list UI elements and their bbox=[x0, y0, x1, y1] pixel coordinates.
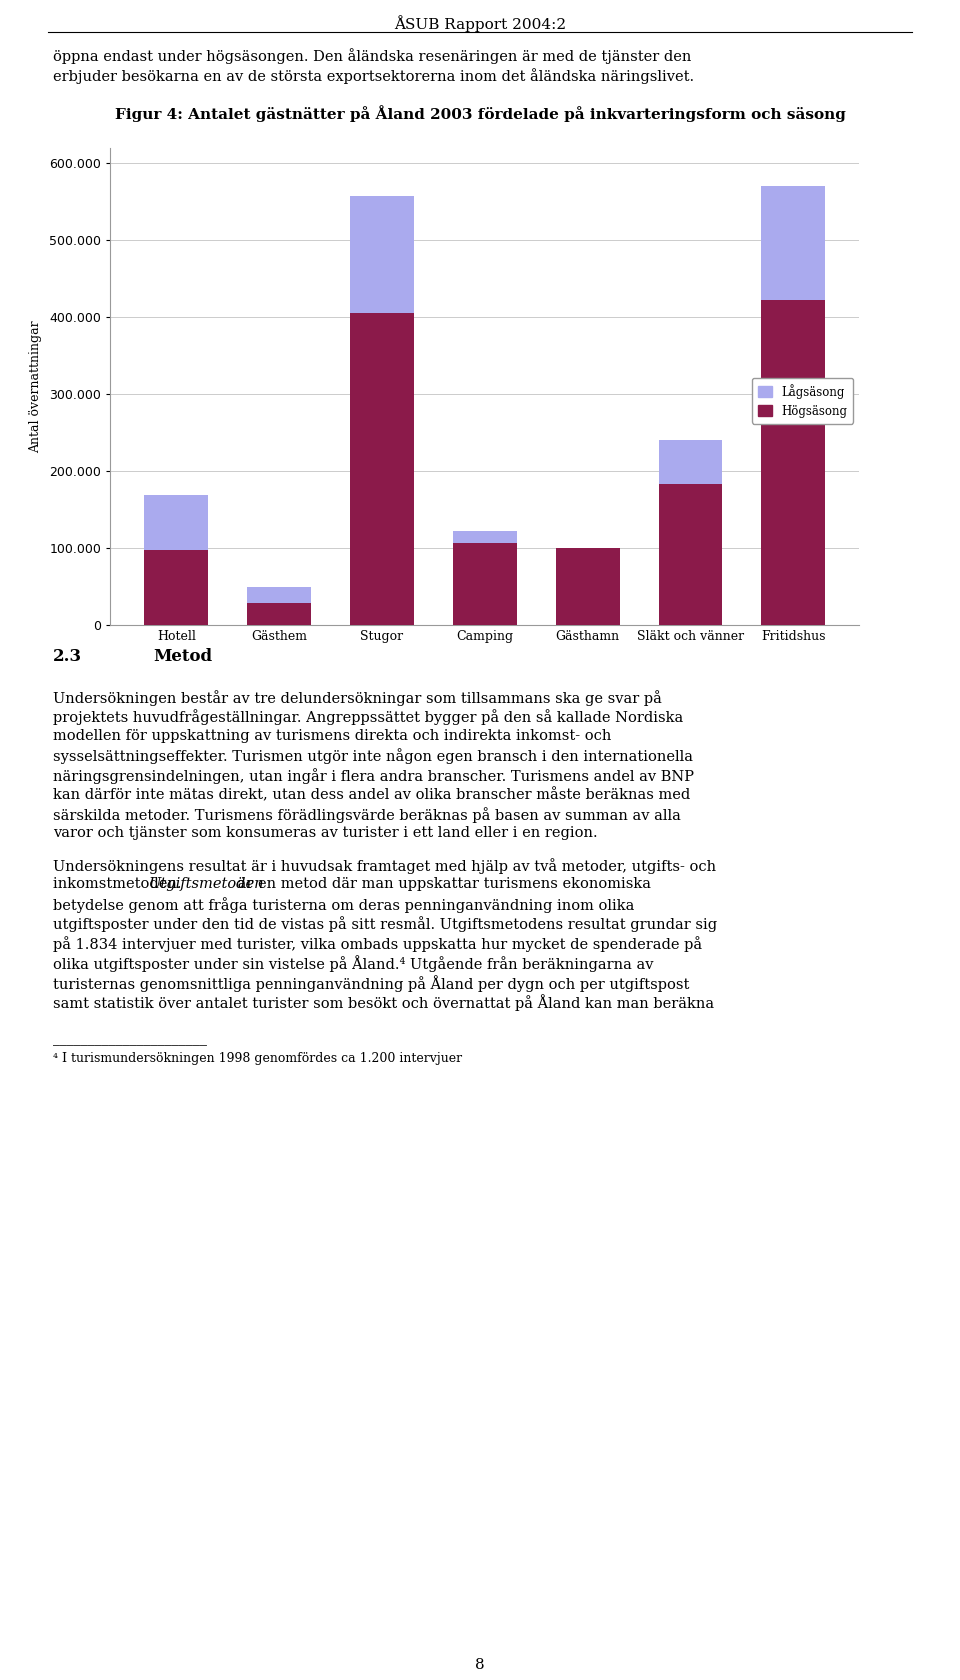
Text: ÅSUB Rapport 2004:2: ÅSUB Rapport 2004:2 bbox=[394, 15, 566, 32]
Text: ______________________: ______________________ bbox=[53, 1032, 206, 1047]
Text: Figur 4: Antalet gästnätter på Åland 2003 fördelade på inkvarteringsform och säs: Figur 4: Antalet gästnätter på Åland 200… bbox=[114, 104, 846, 123]
Text: varor och tjänster som konsumeras av turister i ett land eller i en region.: varor och tjänster som konsumeras av tur… bbox=[53, 827, 597, 840]
Text: på 1.834 intervjuer med turister, vilka ombads uppskatta hur mycket de spenderad: på 1.834 intervjuer med turister, vilka … bbox=[53, 936, 702, 953]
Text: modellen för uppskattning av turismens direkta och indirekta inkomst- och: modellen för uppskattning av turismens d… bbox=[53, 729, 612, 743]
Bar bbox=[761, 299, 826, 625]
Text: erbjuder besökarna en av de största exportsektorerna inom det åländska näringsli: erbjuder besökarna en av de största expo… bbox=[53, 67, 694, 84]
Bar bbox=[350, 314, 414, 625]
Text: inkomstmetoden.: inkomstmetoden. bbox=[53, 877, 186, 892]
Bar bbox=[248, 603, 311, 625]
Text: är en metod där man uppskattar turismens ekonomiska: är en metod där man uppskattar turismens… bbox=[232, 877, 651, 892]
Bar bbox=[350, 195, 414, 314]
Text: utgiftsposter under den tid de vistas på sitt resmål. Utgiftsmetodens resultat g: utgiftsposter under den tid de vistas på… bbox=[53, 917, 717, 932]
Text: 8: 8 bbox=[475, 1658, 485, 1672]
Text: projektets huvudfrågeställningar. Angreppssättet bygger på den så kallade Nordis: projektets huvudfrågeställningar. Angrep… bbox=[53, 709, 684, 726]
Text: särskilda metoder. Turismens förädlingsvärde beräknas på basen av summan av alla: särskilda metoder. Turismens förädlingsv… bbox=[53, 806, 681, 823]
Bar bbox=[144, 551, 208, 625]
Bar bbox=[761, 186, 826, 299]
Text: Metod: Metod bbox=[154, 648, 213, 665]
Bar bbox=[453, 531, 516, 543]
Text: Utgiftsmetoden: Utgiftsmetoden bbox=[149, 877, 264, 892]
Text: samt statistik över antalet turister som besökt och övernattat på Åland kan man : samt statistik över antalet turister som… bbox=[53, 995, 714, 1011]
Text: kan därför inte mätas direkt, utan dess andel av olika branscher måste beräknas : kan därför inte mätas direkt, utan dess … bbox=[53, 788, 690, 801]
Bar bbox=[659, 440, 722, 484]
Text: sysselsättningseffekter. Turismen utgör inte någon egen bransch i den internatio: sysselsättningseffekter. Turismen utgör … bbox=[53, 749, 693, 764]
Bar bbox=[453, 543, 516, 625]
Bar bbox=[556, 548, 619, 625]
Text: betydelse genom att fråga turisterna om deras penninganvändning inom olika: betydelse genom att fråga turisterna om … bbox=[53, 897, 635, 912]
Legend: Lågsäsong, Högsäsong: Lågsäsong, Högsäsong bbox=[752, 378, 853, 423]
Text: 2.3: 2.3 bbox=[53, 648, 82, 665]
Text: Undersökningen består av tre delundersökningar som tillsammans ska ge svar på: Undersökningen består av tre delundersök… bbox=[53, 690, 661, 706]
Text: Undersökningens resultat är i huvudsak framtaget med hjälp av två metoder, utgif: Undersökningens resultat är i huvudsak f… bbox=[53, 858, 716, 874]
Bar bbox=[144, 496, 208, 551]
Bar bbox=[659, 484, 722, 625]
Text: öppna endast under högsäsongen. Den åländska resenäringen är med de tjänster den: öppna endast under högsäsongen. Den ålän… bbox=[53, 49, 691, 64]
Text: olika utgiftsposter under sin vistelse på Åland.⁴ Utgående från beräkningarna av: olika utgiftsposter under sin vistelse p… bbox=[53, 956, 654, 973]
Y-axis label: Antal övernattningar: Antal övernattningar bbox=[30, 321, 42, 454]
Text: ⁴ I turismundersökningen 1998 genomfördes ca 1.200 intervjuer: ⁴ I turismundersökningen 1998 genomförde… bbox=[53, 1052, 462, 1065]
Text: turisternas genomsnittliga penninganvändning på Åland per dygn och per utgiftspo: turisternas genomsnittliga penninganvänd… bbox=[53, 974, 689, 991]
Bar bbox=[248, 586, 311, 603]
Text: näringsgrensindelningen, utan ingår i flera andra branscher. Turismens andel av : näringsgrensindelningen, utan ingår i fl… bbox=[53, 768, 694, 785]
